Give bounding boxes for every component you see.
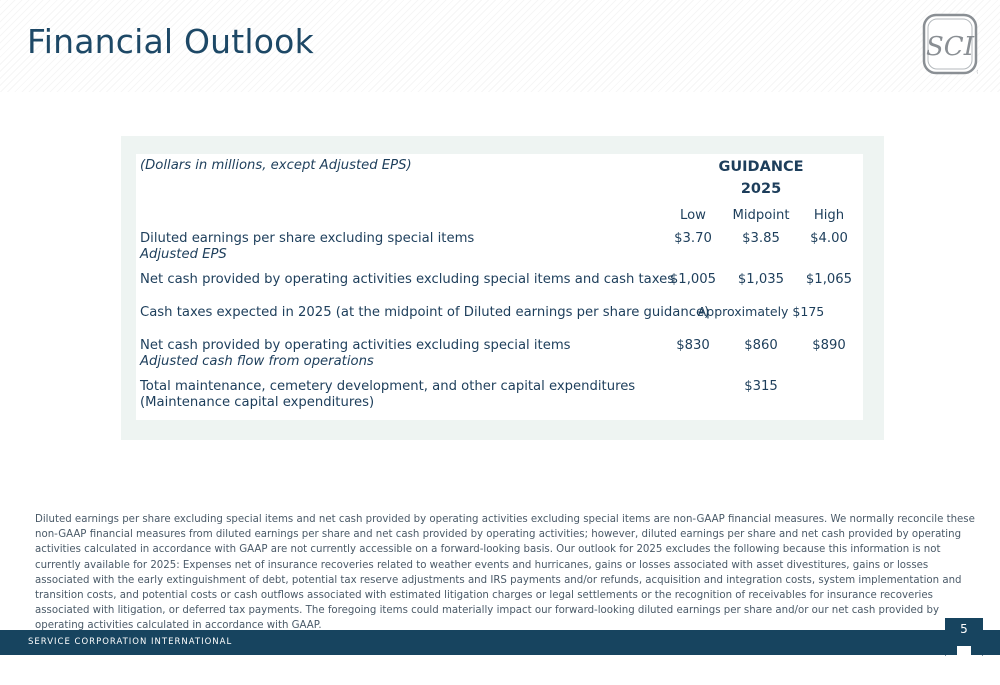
guidance-table [136, 154, 863, 420]
row-adj-cashflow-low: $830 [676, 338, 710, 353]
row-netcash-taxes-low: $1,005 [669, 272, 717, 287]
row-eps-label: Diluted earnings per share excluding spe… [140, 231, 475, 246]
page-title: Financial Outlook [27, 22, 314, 61]
row-capex-mid: $315 [744, 379, 778, 394]
row-netcash-taxes-label: Net cash provided by operating activitie… [140, 272, 675, 287]
page-number: 5 [945, 618, 983, 642]
row-netcash-taxes-mid: $1,035 [737, 272, 785, 287]
row-cash-taxes-value: Approximately $175 [697, 304, 825, 319]
column-header-high: High [813, 208, 845, 223]
row-adj-cashflow-label: Net cash provided by operating activitie… [140, 338, 571, 353]
guidance-year: 2025 [740, 181, 782, 197]
column-header-low: Low [680, 208, 706, 223]
row-capex-label: Total maintenance, cemetery development,… [140, 379, 636, 394]
footer-band [0, 630, 1000, 655]
row-eps-low: $3.70 [674, 231, 712, 246]
row-netcash-taxes-high: $1,065 [805, 272, 853, 287]
footer-company-name: SERVICE CORPORATION INTERNATIONAL [28, 637, 233, 647]
table-note: (Dollars in millions, except Adjusted EP… [140, 158, 412, 173]
company-logo: SCI ® [922, 13, 982, 76]
guidance-label: GUIDANCE [718, 159, 804, 175]
row-eps-mid: $3.85 [742, 231, 780, 246]
page-tab-notch-icon [945, 642, 983, 656]
row-adj-cashflow-high: $890 [812, 338, 846, 353]
row-cash-taxes-label: Cash taxes expected in 2025 (at the midp… [140, 305, 710, 320]
row-adj-cashflow-mid: $860 [744, 338, 778, 353]
svg-text:®: ® [976, 69, 978, 75]
column-header-midpoint: Midpoint [732, 208, 790, 223]
footnote: Diluted earnings per share excluding spe… [35, 514, 975, 632]
row-eps-sublabel: Adjusted EPS [140, 247, 227, 262]
row-adj-cashflow-sublabel: Adjusted cash flow from operations [140, 354, 374, 369]
row-eps-high: $4.00 [810, 231, 848, 246]
row-capex-label2: (Maintenance capital expenditures) [140, 395, 375, 410]
svg-text:SCI: SCI [926, 32, 975, 62]
header-band [0, 0, 1000, 92]
